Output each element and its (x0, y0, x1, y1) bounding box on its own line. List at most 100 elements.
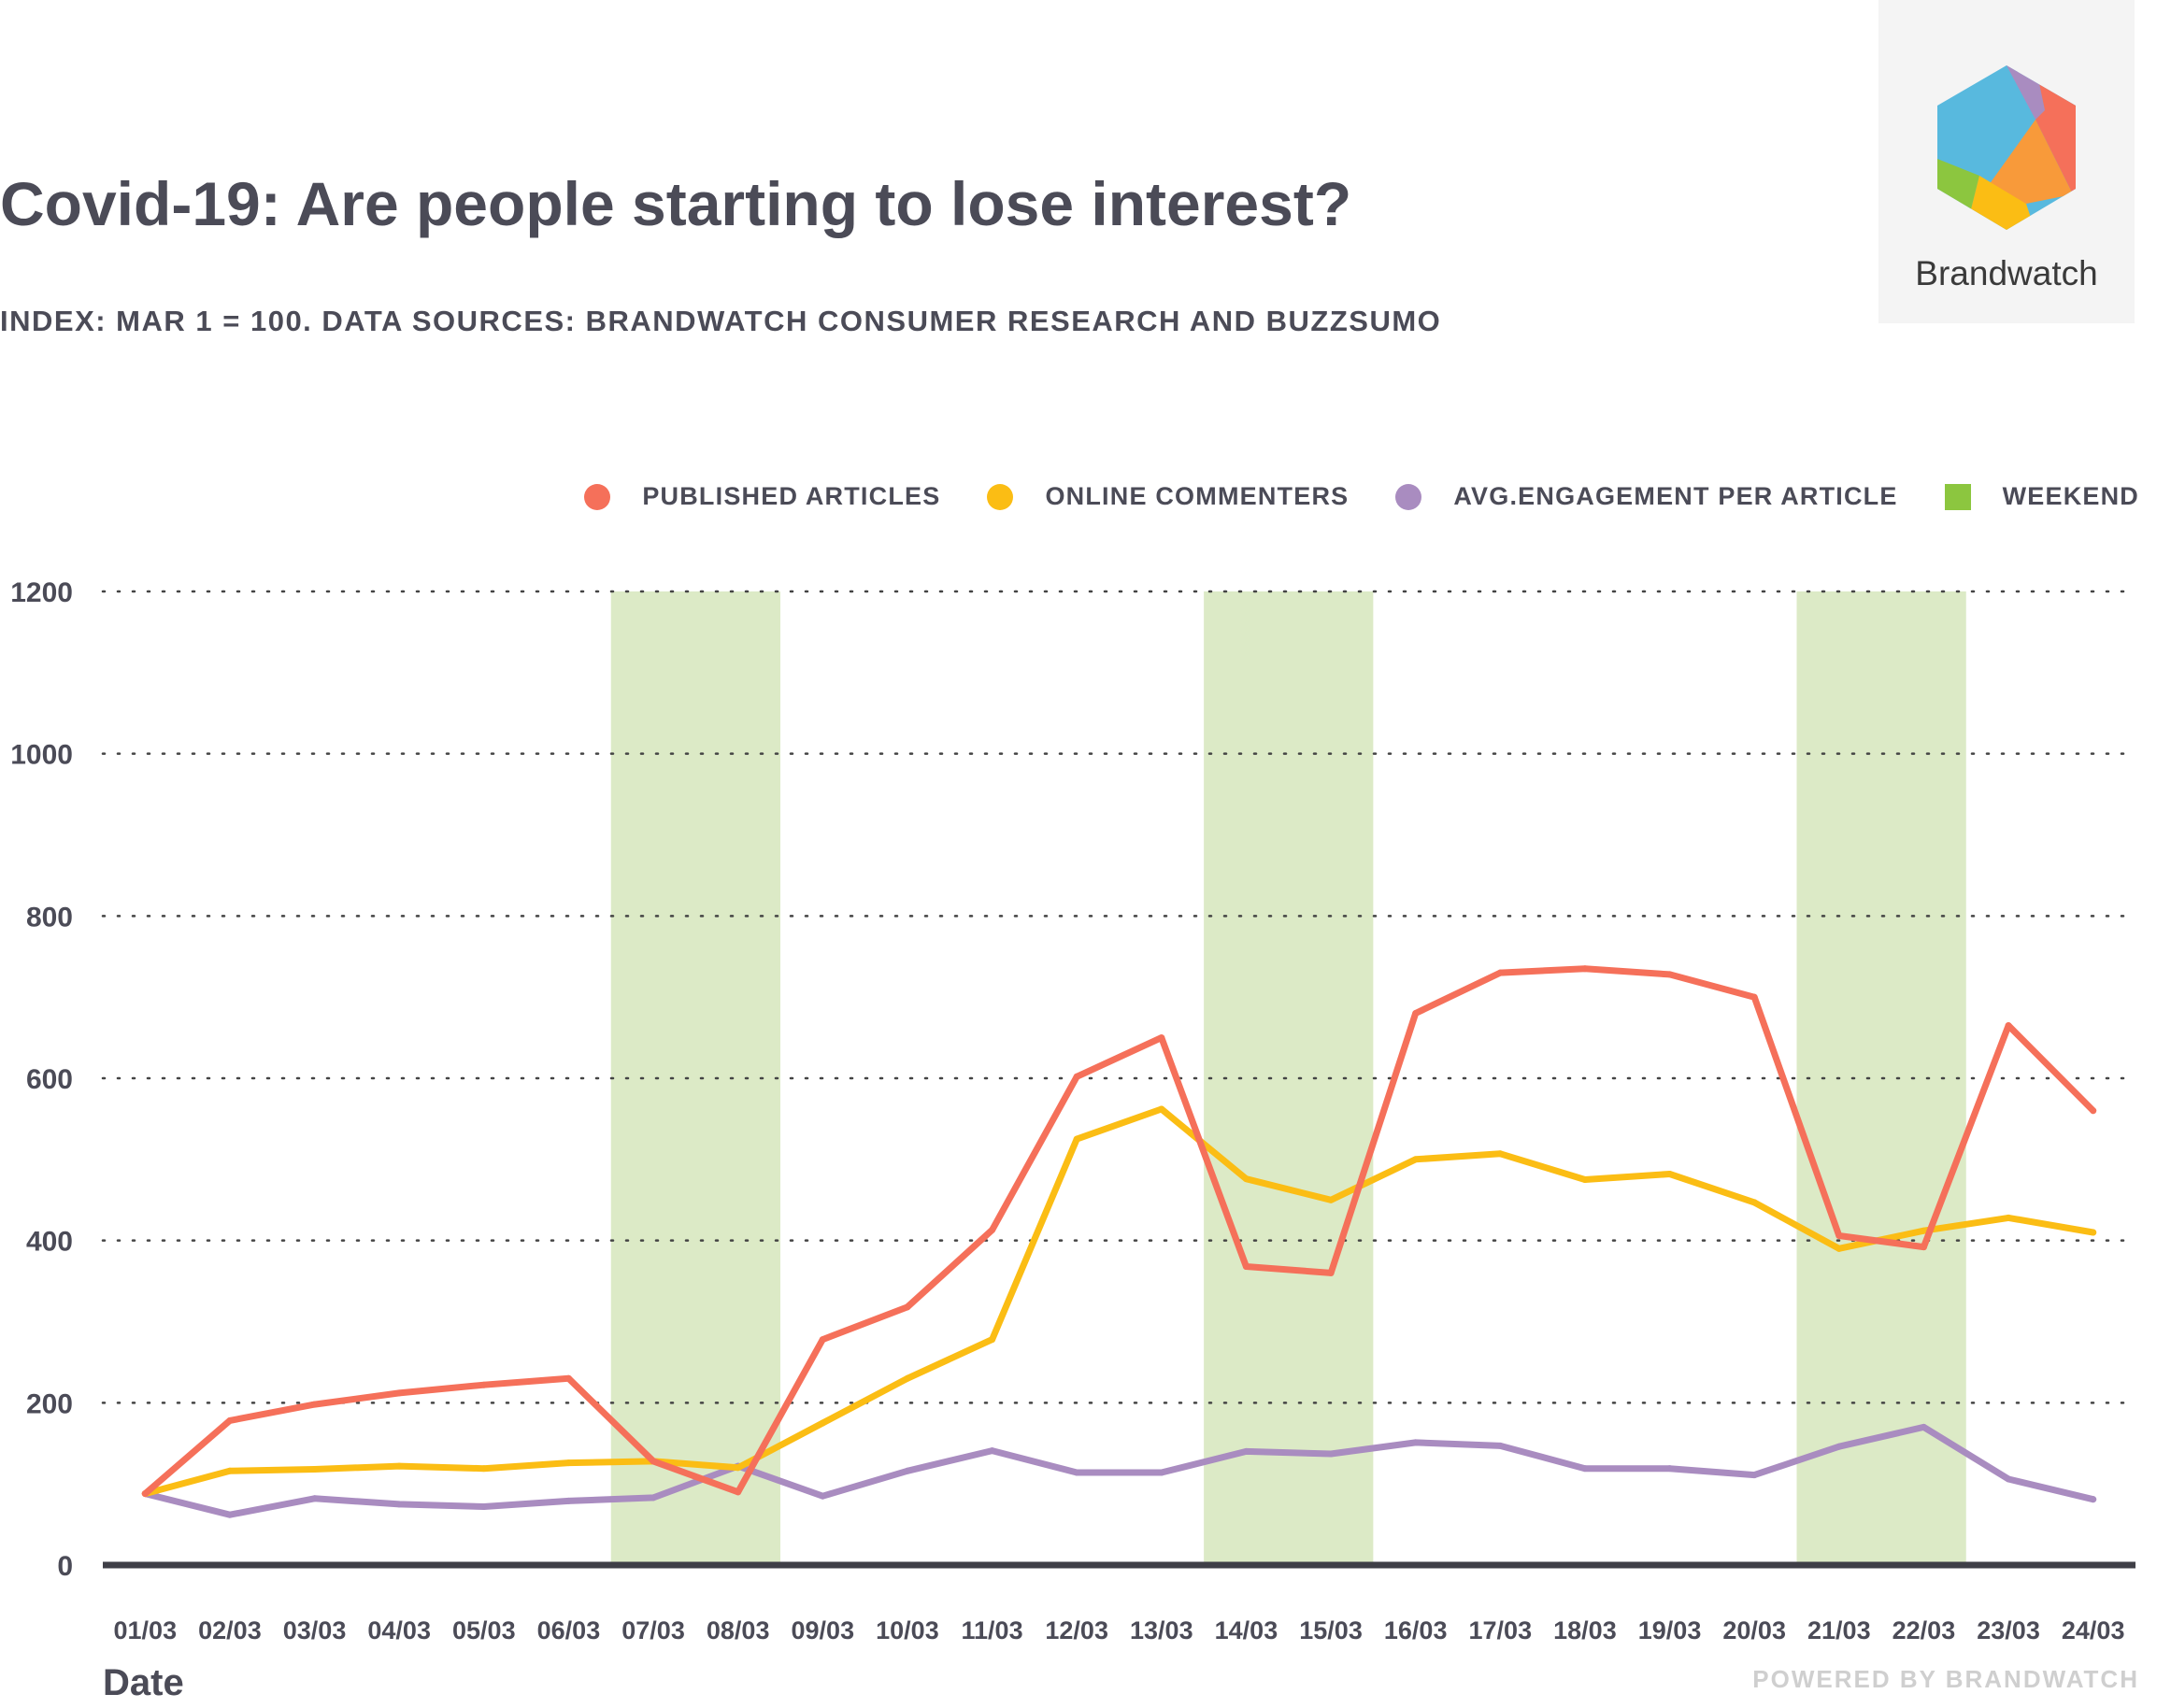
data-point-avg-engagement-per-article-02-03 (226, 1511, 234, 1518)
x-tick-label-10-03: 10/03 (876, 1616, 939, 1644)
data-point-avg-engagement-per-article-22-03 (1920, 1423, 1927, 1430)
x-tick-label-16-03: 16/03 (1384, 1616, 1448, 1644)
data-point-avg-engagement-per-article-20-03 (1750, 1472, 1758, 1479)
x-tick-label-07-03: 07/03 (621, 1616, 685, 1644)
legend-marker-online-commenters (987, 483, 1014, 510)
data-point-avg-engagement-per-article-10-03 (904, 1467, 911, 1474)
data-point-published-articles-06-03 (564, 1374, 572, 1382)
data-point-published-articles-23-03 (2005, 1022, 2012, 1030)
x-tick-label-18-03: 18/03 (1553, 1616, 1617, 1644)
x-tick-label-06-03: 06/03 (537, 1616, 601, 1644)
x-tick-label-09-03: 09/03 (792, 1616, 855, 1644)
legend-label-published-articles: PUBLISHED ARTICLES (642, 482, 941, 510)
data-point-published-articles-09-03 (819, 1336, 826, 1344)
data-point-published-articles-22-03 (1920, 1244, 1927, 1251)
data-point-avg-engagement-per-article-07-03 (650, 1494, 657, 1502)
y-tick-label-800: 800 (26, 902, 73, 932)
x-tick-label-22-03: 22/03 (1892, 1616, 1956, 1644)
legend-item-published-articles: PUBLISHED ARTICLES (584, 482, 940, 511)
data-point-online-commenters-24-03 (2090, 1229, 2097, 1236)
data-point-online-commenters-09-03 (819, 1419, 826, 1427)
data-point-published-articles-07-03 (650, 1458, 657, 1465)
data-point-published-articles-14-03 (1242, 1262, 1250, 1270)
data-point-online-commenters-23-03 (2005, 1214, 2012, 1221)
data-point-online-commenters-11-03 (989, 1336, 996, 1344)
data-point-online-commenters-21-03 (1835, 1245, 1843, 1252)
legend-label-online-commenters: ONLINE COMMENTERS (1045, 482, 1350, 510)
series-line-published-articles (141, 965, 2097, 1498)
data-point-online-commenters-10-03 (904, 1374, 911, 1382)
data-point-avg-engagement-per-article-21-03 (1835, 1443, 1843, 1450)
data-point-avg-engagement-per-article-11-03 (989, 1447, 996, 1455)
series-line-online-commenters (141, 1105, 2097, 1498)
x-tick-label-13-03: 13/03 (1130, 1616, 1193, 1644)
legend-marker-published-articles (584, 483, 611, 510)
y-tick-label-200: 200 (26, 1388, 73, 1419)
data-point-avg-engagement-per-article-03-03 (311, 1495, 319, 1502)
data-point-published-articles-16-03 (1412, 1010, 1420, 1018)
legend-marker-avg-engagement (1395, 483, 1422, 510)
weekend-band-2 (1204, 591, 1374, 1565)
data-point-online-commenters-14-03 (1242, 1175, 1250, 1183)
data-point-online-commenters-15-03 (1327, 1196, 1335, 1203)
data-point-avg-engagement-per-article-23-03 (2005, 1475, 2012, 1483)
legend-label-weekend: WEEKEND (2002, 482, 2139, 510)
chart-title: Covid-19: Are people starting to lose in… (0, 169, 1352, 238)
brandwatch-hexagon-icon (1937, 65, 2076, 230)
data-point-avg-engagement-per-article-15-03 (1327, 1450, 1335, 1458)
legend-label-avg-engagement: AVG.ENGAGEMENT PER ARTICLE (1453, 482, 1898, 510)
data-point-online-commenters-22-03 (1920, 1227, 1927, 1234)
data-point-avg-engagement-per-article-16-03 (1412, 1439, 1420, 1446)
y-tick-label-1200: 1200 (10, 577, 73, 608)
legend-item-online-commenters: ONLINE COMMENTERS (987, 482, 1349, 511)
x-tick-label-01-03: 01/03 (114, 1616, 178, 1644)
data-point-published-articles-18-03 (1581, 965, 1589, 973)
data-point-published-articles-05-03 (480, 1381, 488, 1388)
legend-item-avg-engagement: AVG.ENGAGEMENT PER ARTICLE (1395, 482, 1897, 511)
data-point-avg-engagement-per-article-09-03 (819, 1492, 826, 1500)
x-tick-label-05-03: 05/03 (452, 1616, 516, 1644)
data-point-online-commenters-19-03 (1666, 1170, 1674, 1177)
x-tick-label-03-03: 03/03 (283, 1616, 347, 1644)
data-point-published-articles-10-03 (904, 1303, 911, 1311)
series-line-avg-engagement-per-article (141, 1423, 2097, 1518)
data-point-published-articles-11-03 (989, 1226, 996, 1233)
data-point-published-articles-12-03 (1073, 1073, 1080, 1080)
data-point-avg-engagement-per-article-05-03 (480, 1502, 488, 1510)
data-point-online-commenters-12-03 (1073, 1135, 1080, 1143)
data-point-published-articles-15-03 (1327, 1269, 1335, 1276)
data-point-published-articles-20-03 (1750, 993, 1758, 1001)
y-tick-label-0: 0 (57, 1551, 73, 1582)
data-point-avg-engagement-per-article-19-03 (1666, 1465, 1674, 1473)
data-point-avg-engagement-per-article-14-03 (1242, 1447, 1250, 1455)
data-point-published-articles-24-03 (2090, 1107, 2097, 1115)
data-point-published-articles-19-03 (1666, 971, 1674, 978)
x-tick-label-02-03: 02/03 (198, 1616, 262, 1644)
data-point-published-articles-13-03 (1158, 1034, 1165, 1042)
data-point-published-articles-17-03 (1496, 969, 1504, 976)
data-point-avg-engagement-per-article-06-03 (564, 1497, 572, 1504)
data-point-online-commenters-02-03 (226, 1467, 234, 1474)
data-point-online-commenters-03-03 (311, 1466, 319, 1473)
data-point-online-commenters-13-03 (1158, 1105, 1165, 1113)
data-point-published-articles-03-03 (311, 1401, 319, 1408)
data-point-published-articles-02-03 (226, 1416, 234, 1424)
x-tick-label-15-03: 15/03 (1299, 1616, 1363, 1644)
data-point-online-commenters-05-03 (480, 1465, 488, 1473)
data-point-published-articles-01-03 (141, 1490, 149, 1498)
data-point-online-commenters-08-03 (735, 1464, 742, 1472)
legend-item-weekend: WEEKEND (1944, 482, 2139, 511)
data-point-avg-engagement-per-article-24-03 (2090, 1496, 2097, 1503)
data-point-online-commenters-18-03 (1581, 1176, 1589, 1184)
data-point-published-articles-08-03 (735, 1488, 742, 1496)
y-tick-label-1000: 1000 (10, 740, 73, 771)
x-tick-label-12-03: 12/03 (1045, 1616, 1108, 1644)
data-point-avg-engagement-per-article-12-03 (1073, 1469, 1080, 1476)
x-tick-label-04-03: 04/03 (367, 1616, 431, 1644)
chart-subtitle: INDEX: MAR 1 = 100. DATA SOURCES: BRANDW… (0, 305, 1442, 337)
x-tick-label-11-03: 11/03 (962, 1616, 1023, 1644)
y-tick-label-600: 600 (26, 1064, 73, 1095)
legend-marker-weekend (1944, 483, 1971, 510)
data-point-published-articles-04-03 (395, 1389, 403, 1397)
